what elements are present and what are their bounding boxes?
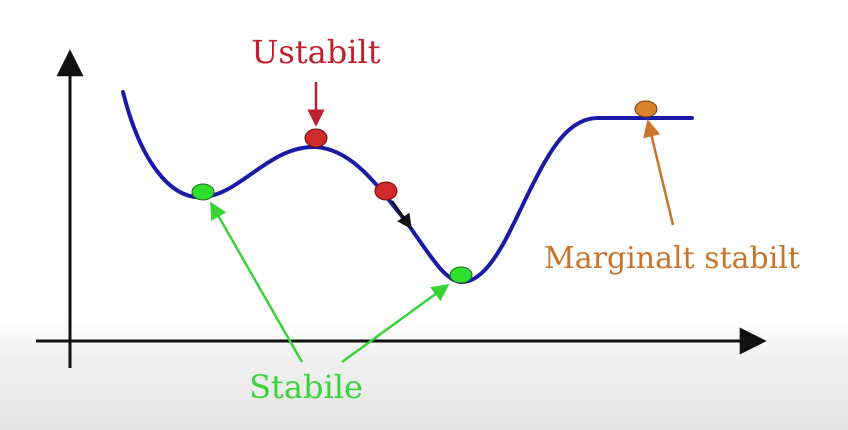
- marginal-label: Marginalt stabilt: [544, 241, 800, 276]
- stable-ball-left: [191, 183, 215, 201]
- stable-arrow-left: [209, 201, 304, 363]
- stable-ball-right: [449, 266, 473, 284]
- marginal-ball: [634, 100, 658, 118]
- unstable-ball-rolling: [374, 181, 398, 201]
- stable-arrow-right: [341, 283, 450, 364]
- rolling-direction-arrow: [390, 200, 413, 230]
- marginal-arrow: [643, 119, 675, 226]
- stable-label: Stabile: [249, 368, 363, 406]
- unstable-label: Ustabilt: [251, 33, 380, 71]
- unstable-ball-top: [304, 128, 328, 148]
